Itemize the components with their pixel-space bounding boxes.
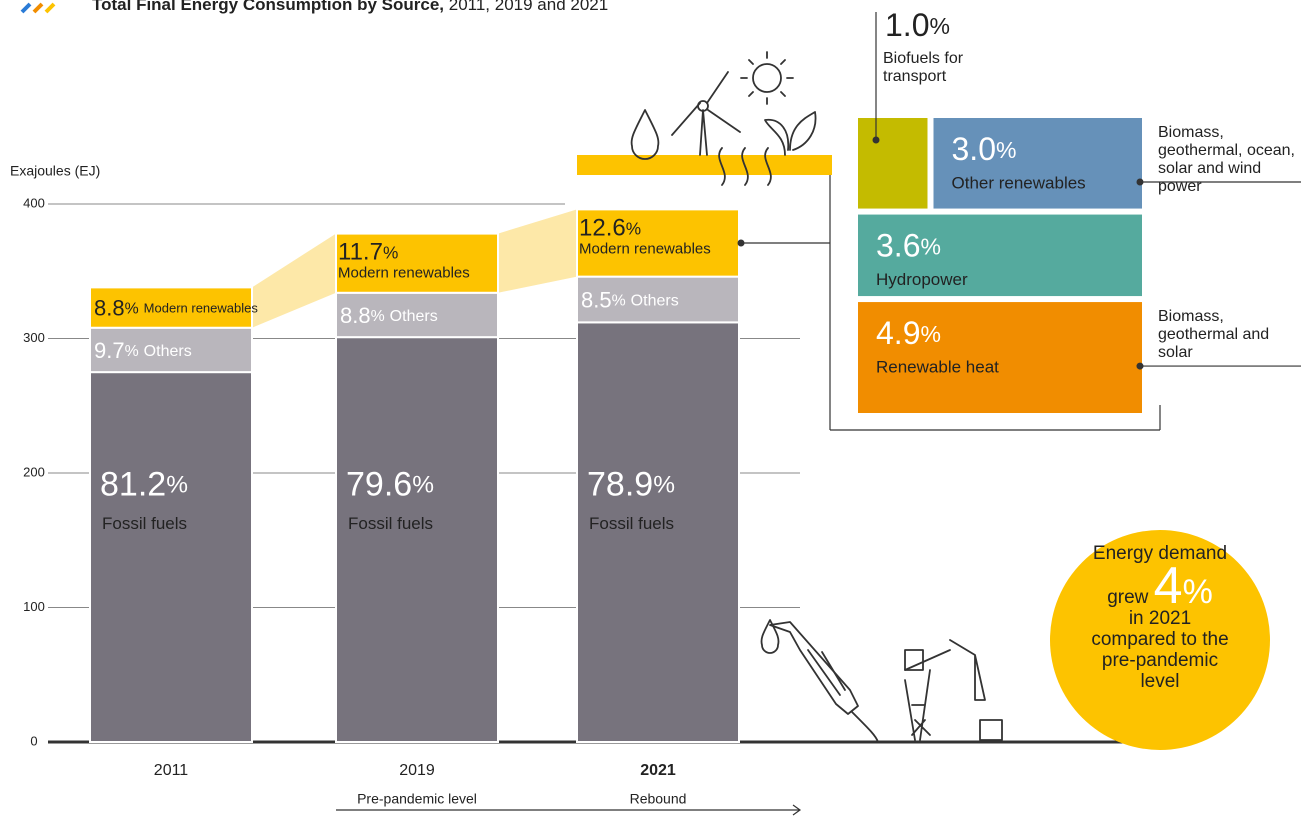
subtitle: 2011, 2019 and 2021	[449, 0, 608, 14]
breakdown-label: Renewable heat	[876, 358, 999, 377]
y-tick-label: 200	[23, 464, 45, 479]
share-label-value: 8.8	[94, 295, 125, 320]
breakdown-value-unit: %	[920, 234, 940, 260]
bar-segment	[90, 372, 252, 742]
breakdown-label: Other renewables	[952, 173, 1086, 192]
x-tick-label: 2021	[640, 762, 676, 779]
annotation-text: grew	[1107, 587, 1148, 608]
breakdown-value-value: 3.0	[952, 131, 996, 167]
share-label-unit: %	[626, 218, 641, 238]
breakdown-note: Biomass, geothermal, ocean, solar and wi…	[1158, 124, 1298, 196]
breakdown-value: 3.0%	[952, 131, 1017, 167]
breakdown-value-unit: %	[996, 137, 1016, 163]
share-label-unit: %	[412, 472, 434, 499]
share-label-value: 9.7	[94, 338, 125, 363]
share-label-value: 78.9	[587, 465, 653, 503]
share-label-value: 12.6	[579, 215, 626, 242]
connector	[252, 234, 336, 328]
breakdown-value: 3.6%	[876, 228, 941, 264]
leader-dot	[1137, 363, 1144, 370]
connector	[498, 209, 577, 292]
breakdown-value: 4.9%	[876, 316, 941, 352]
series-label: Others	[390, 308, 438, 325]
category-note: Rebound	[630, 791, 687, 807]
series-label: Fossil fuels	[348, 514, 433, 533]
share-label-unit: %	[125, 301, 139, 318]
series-label: Modern renewables	[144, 301, 259, 316]
share-label-value: 11.7	[338, 239, 383, 266]
annotation-unit: %	[1183, 573, 1213, 611]
share-label-value: 81.2	[100, 465, 166, 503]
series-label: Fossil fuels	[102, 514, 187, 533]
chart-title: Total Final Energy Consumption by Source…	[92, 0, 608, 14]
series-label: Others	[144, 343, 192, 360]
y-axis-label: Exajoules (EJ)	[10, 163, 100, 179]
share-label: 78.9%	[587, 465, 675, 503]
y-tick-label: 400	[23, 195, 45, 210]
breakdown-value-value: 1.0	[885, 7, 929, 43]
share-label-unit: %	[383, 242, 398, 262]
y-tick-label: 300	[23, 330, 45, 345]
leader-dot	[873, 137, 880, 144]
y-tick-label: 100	[23, 599, 45, 614]
breakdown-value-unit: %	[929, 13, 949, 39]
fossil-icons	[761, 620, 1002, 742]
breakdown-value-value: 3.6	[876, 228, 920, 264]
y-tick-label: 0	[30, 733, 37, 748]
share-label: 79.6%	[346, 465, 434, 503]
bar-segment	[336, 337, 498, 742]
share-label-value: 8.5	[581, 287, 612, 312]
series-label: Fossil fuels	[589, 514, 674, 533]
title: Total Final Energy Consumption by Source…	[92, 0, 444, 14]
breakdown-label: Hydropower	[876, 270, 968, 289]
breakdown-value: 1.0%	[885, 7, 950, 43]
share-label-value: 8.8	[340, 303, 371, 328]
share-label: 12.6%	[579, 215, 641, 242]
annotation-value: 4	[1154, 557, 1183, 615]
annotation-text: in 2021 compared to the pre-pandemic lev…	[1085, 608, 1235, 692]
share-label-unit: %	[125, 343, 139, 360]
breakdown-value-value: 4.9	[876, 316, 920, 352]
x-tick-label: 2019	[399, 762, 435, 779]
breakdown-box	[858, 118, 928, 209]
share-label-unit: %	[612, 293, 626, 310]
share-label-unit: %	[653, 472, 675, 499]
series-label: Modern renewables	[579, 240, 711, 257]
leader-dot	[1137, 179, 1144, 186]
breakdown-value-unit: %	[920, 321, 940, 347]
chart: Total Final Energy Consumption by Source…	[0, 0, 1301, 816]
share-label: 81.2%	[100, 465, 188, 503]
share-label-unit: %	[371, 308, 385, 325]
series-label: Modern renewables	[338, 265, 470, 282]
infographic: Total Final Energy Consumption by Source…	[0, 0, 1301, 816]
title-icon	[22, 4, 54, 12]
category-note: Pre-pandemic level	[357, 791, 477, 807]
share-label: 11.7%	[338, 239, 398, 266]
x-tick-label: 2011	[154, 762, 189, 779]
breakdown-label: Biofuels for transport	[883, 50, 993, 86]
ground-strip	[577, 155, 832, 175]
series-label: Others	[631, 293, 679, 310]
annotation-value-line: grew 4%	[1060, 564, 1260, 608]
share-label-unit: %	[166, 472, 188, 499]
share-label-value: 79.6	[346, 465, 412, 503]
breakdown-note: Biomass, geothermal and solar	[1158, 308, 1298, 362]
